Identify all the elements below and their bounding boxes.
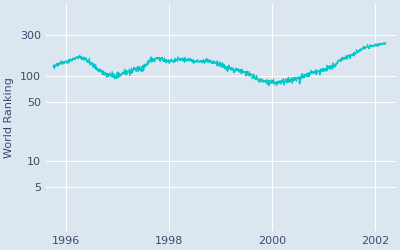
Y-axis label: World Ranking: World Ranking [4, 77, 14, 158]
